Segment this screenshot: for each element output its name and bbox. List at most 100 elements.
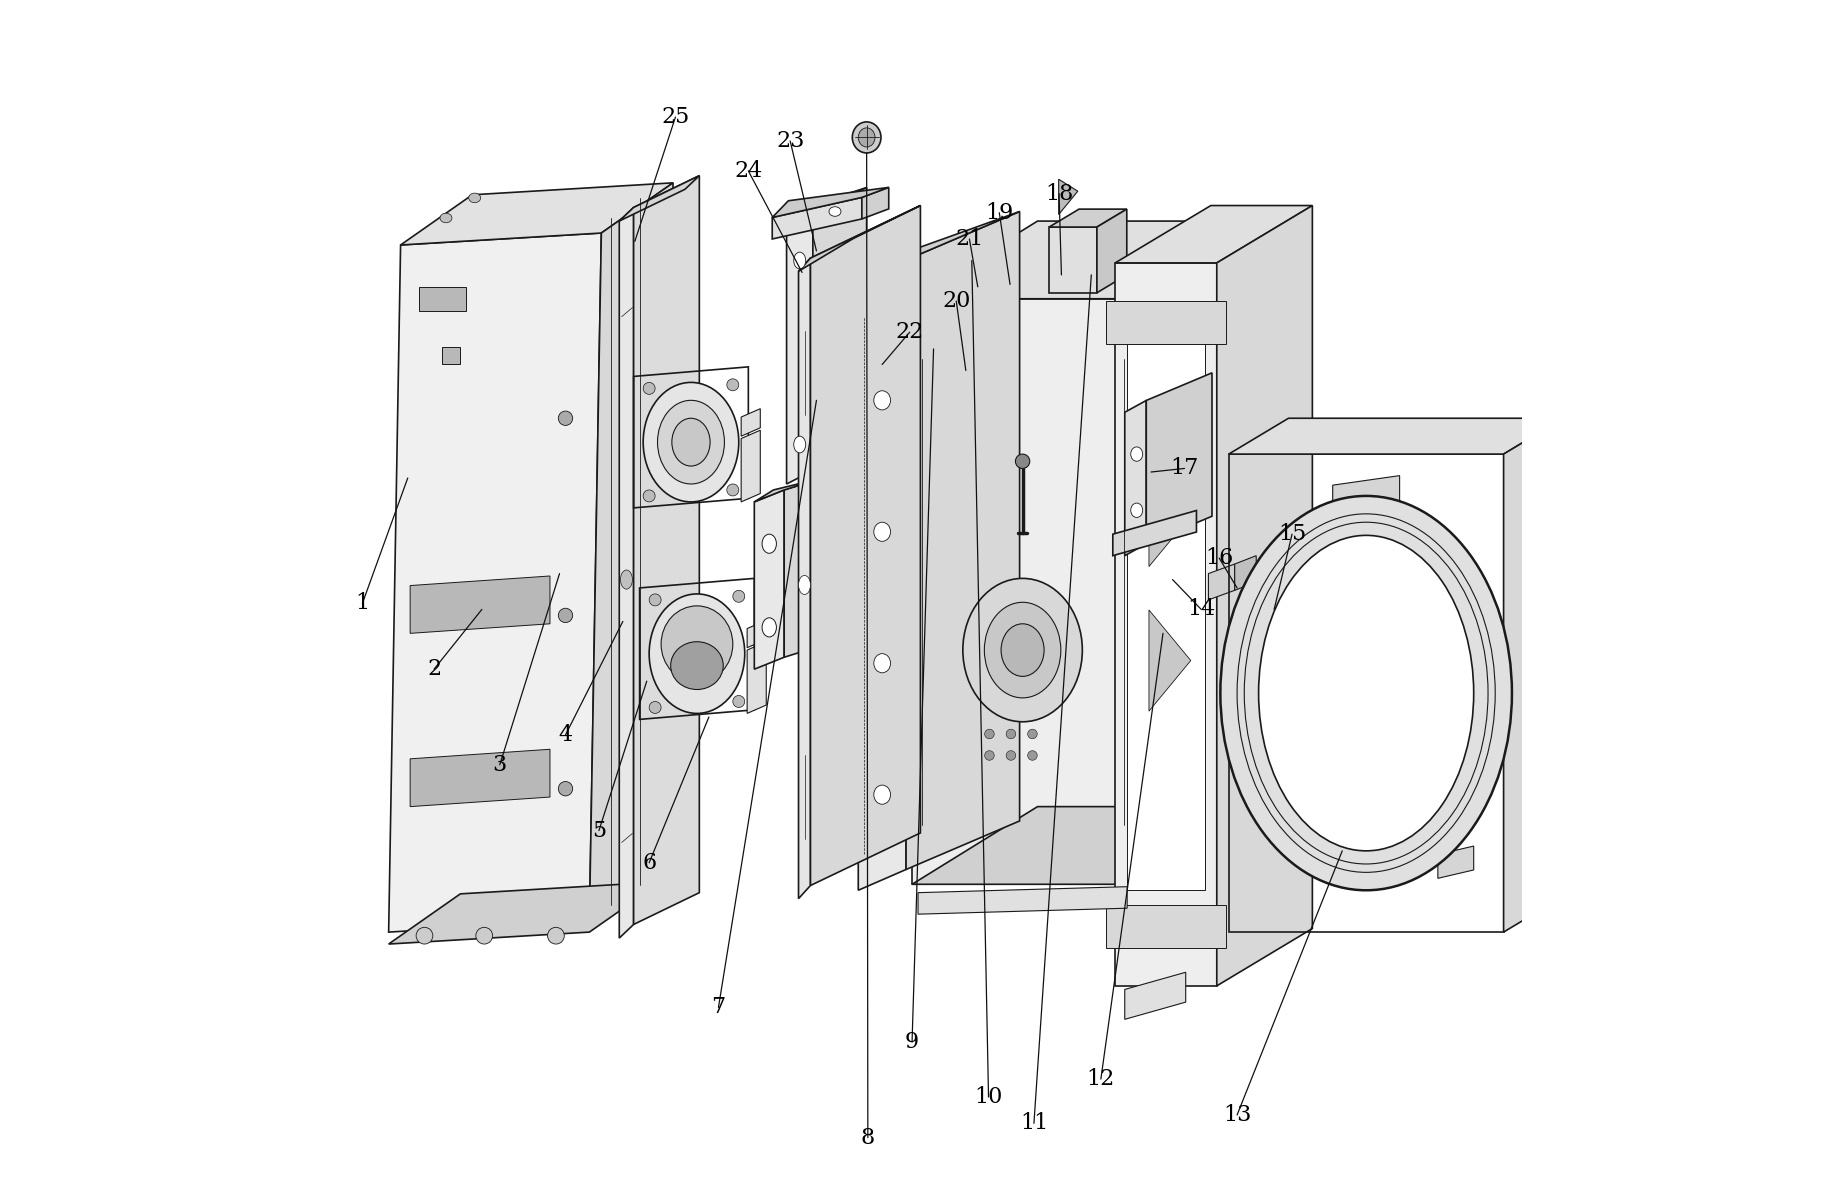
Polygon shape: [741, 430, 760, 502]
Polygon shape: [1146, 373, 1212, 544]
Text: 6: 6: [641, 852, 656, 874]
Ellipse shape: [649, 594, 745, 713]
Polygon shape: [798, 206, 920, 271]
Ellipse shape: [985, 602, 1061, 698]
Polygon shape: [1112, 510, 1196, 556]
Polygon shape: [1209, 564, 1234, 600]
Text: 8: 8: [861, 1127, 874, 1148]
Ellipse shape: [673, 418, 710, 466]
Text: 7: 7: [711, 997, 726, 1018]
Ellipse shape: [621, 570, 632, 589]
Polygon shape: [410, 749, 551, 807]
Text: 11: 11: [1020, 1113, 1048, 1134]
Polygon shape: [857, 212, 1020, 281]
Polygon shape: [1133, 221, 1258, 884]
Polygon shape: [811, 206, 920, 885]
Text: 19: 19: [985, 202, 1013, 223]
Ellipse shape: [726, 379, 739, 391]
Ellipse shape: [643, 382, 739, 502]
Text: 10: 10: [974, 1086, 1003, 1108]
Ellipse shape: [734, 695, 745, 707]
Text: 4: 4: [558, 724, 573, 746]
Polygon shape: [1059, 179, 1077, 215]
Ellipse shape: [1220, 496, 1512, 890]
Polygon shape: [1332, 476, 1399, 511]
Polygon shape: [1229, 418, 1563, 454]
Ellipse shape: [874, 654, 891, 673]
Polygon shape: [1216, 206, 1312, 986]
Polygon shape: [924, 313, 948, 347]
Ellipse shape: [643, 490, 656, 502]
Polygon shape: [590, 183, 673, 920]
Polygon shape: [772, 188, 889, 217]
Polygon shape: [787, 188, 867, 221]
Polygon shape: [955, 245, 1016, 259]
Ellipse shape: [662, 606, 734, 682]
Text: 16: 16: [1205, 547, 1233, 569]
Ellipse shape: [469, 194, 480, 203]
Polygon shape: [1114, 206, 1312, 263]
Text: 12: 12: [1087, 1068, 1114, 1090]
Polygon shape: [1050, 209, 1127, 227]
Ellipse shape: [671, 642, 723, 690]
Text: 23: 23: [776, 130, 804, 152]
Polygon shape: [1105, 905, 1227, 948]
Ellipse shape: [1005, 729, 1016, 739]
Text: 18: 18: [1044, 183, 1074, 204]
Ellipse shape: [874, 391, 891, 410]
Polygon shape: [1234, 556, 1257, 590]
Polygon shape: [754, 478, 822, 502]
Polygon shape: [913, 299, 1133, 884]
Polygon shape: [418, 287, 466, 311]
Ellipse shape: [649, 701, 662, 713]
Ellipse shape: [1027, 729, 1037, 739]
Polygon shape: [1149, 465, 1190, 566]
Polygon shape: [913, 221, 1258, 299]
Polygon shape: [634, 176, 699, 925]
Text: 22: 22: [896, 321, 924, 343]
Ellipse shape: [649, 594, 662, 606]
Text: 3: 3: [493, 754, 506, 776]
Ellipse shape: [1131, 503, 1142, 517]
Text: 17: 17: [1170, 458, 1199, 479]
Polygon shape: [619, 176, 699, 221]
Ellipse shape: [558, 782, 573, 796]
Ellipse shape: [658, 400, 724, 484]
Ellipse shape: [1015, 454, 1029, 468]
Polygon shape: [619, 208, 634, 938]
Polygon shape: [813, 188, 867, 471]
Polygon shape: [1501, 672, 1528, 715]
Polygon shape: [1504, 418, 1563, 932]
Polygon shape: [401, 183, 673, 245]
Text: 21: 21: [955, 228, 983, 250]
Polygon shape: [410, 576, 551, 633]
Ellipse shape: [874, 522, 891, 541]
Ellipse shape: [761, 618, 776, 637]
Text: 15: 15: [1279, 523, 1307, 545]
Polygon shape: [442, 347, 460, 364]
Ellipse shape: [1005, 750, 1016, 760]
Ellipse shape: [795, 436, 806, 453]
Text: 2: 2: [427, 658, 442, 680]
Polygon shape: [741, 409, 760, 436]
Polygon shape: [754, 490, 784, 669]
Ellipse shape: [1131, 447, 1142, 461]
Ellipse shape: [558, 411, 573, 425]
Polygon shape: [1127, 335, 1205, 890]
Ellipse shape: [440, 213, 453, 222]
Polygon shape: [388, 233, 601, 932]
Text: 14: 14: [1186, 599, 1216, 620]
Text: 5: 5: [591, 820, 606, 841]
Polygon shape: [1438, 846, 1473, 878]
Polygon shape: [1125, 400, 1146, 556]
Text: 13: 13: [1223, 1104, 1251, 1126]
Ellipse shape: [1258, 535, 1473, 851]
Polygon shape: [1050, 227, 1098, 293]
Ellipse shape: [985, 729, 994, 739]
Ellipse shape: [761, 534, 776, 553]
Ellipse shape: [643, 382, 656, 394]
Ellipse shape: [852, 122, 881, 153]
Text: 1: 1: [355, 593, 370, 614]
Ellipse shape: [734, 590, 745, 602]
Polygon shape: [747, 620, 767, 648]
